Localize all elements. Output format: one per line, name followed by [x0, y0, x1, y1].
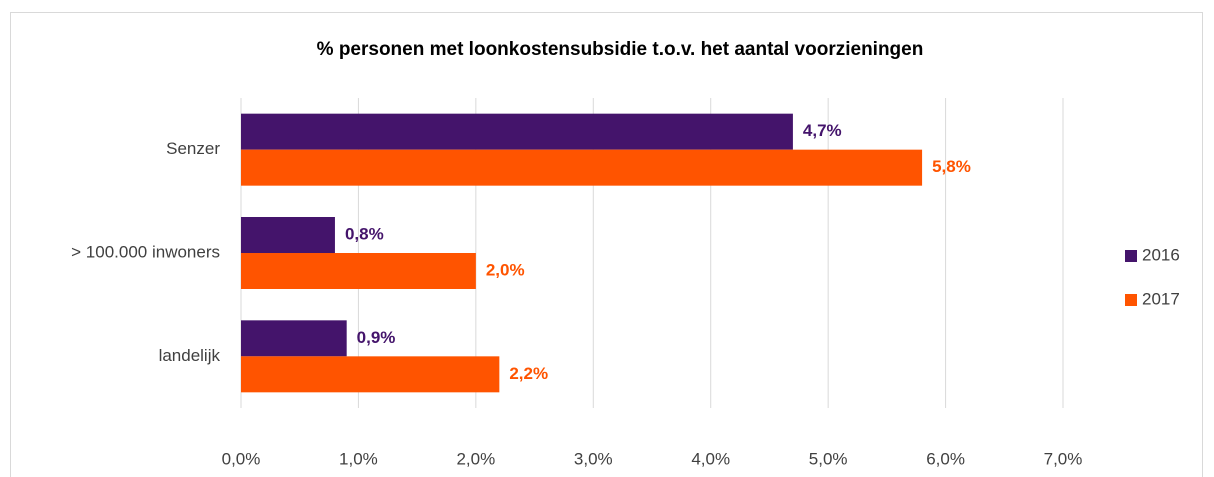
- x-tick-label: 0,0%: [222, 449, 261, 468]
- x-tick-label: 7,0%: [1044, 449, 1083, 468]
- bar: [241, 113, 793, 150]
- legend-swatch: [1125, 294, 1137, 306]
- data-label: 0,8%: [345, 224, 384, 243]
- legend-label: 2016: [1142, 245, 1180, 264]
- legend-swatch: [1125, 250, 1137, 262]
- bar: [241, 320, 347, 357]
- x-tick-label: 3,0%: [574, 449, 613, 468]
- bar: [241, 149, 923, 186]
- data-label: 2,0%: [486, 260, 525, 279]
- y-tick-label: landelijk: [159, 346, 221, 365]
- y-tick-label: > 100.000 inwoners: [71, 242, 220, 261]
- data-label: 2,2%: [509, 364, 548, 383]
- x-tick-label: 5,0%: [809, 449, 848, 468]
- x-tick-label: 6,0%: [926, 449, 965, 468]
- data-label: 5,8%: [932, 157, 971, 176]
- x-tick-label: 1,0%: [339, 449, 378, 468]
- chart-frame: [10, 12, 1203, 477]
- data-label: 0,9%: [357, 328, 396, 347]
- bar: [241, 217, 335, 253]
- x-tick-label: 4,0%: [691, 449, 730, 468]
- chart-title: % personen met loonkostensubsidie t.o.v.…: [317, 39, 924, 60]
- x-tick-label: 2,0%: [456, 449, 495, 468]
- legend-label: 2017: [1142, 289, 1180, 308]
- bar: [241, 356, 500, 393]
- y-tick-label: Senzer: [166, 139, 220, 158]
- bar: [241, 253, 476, 289]
- data-label: 4,7%: [803, 121, 842, 140]
